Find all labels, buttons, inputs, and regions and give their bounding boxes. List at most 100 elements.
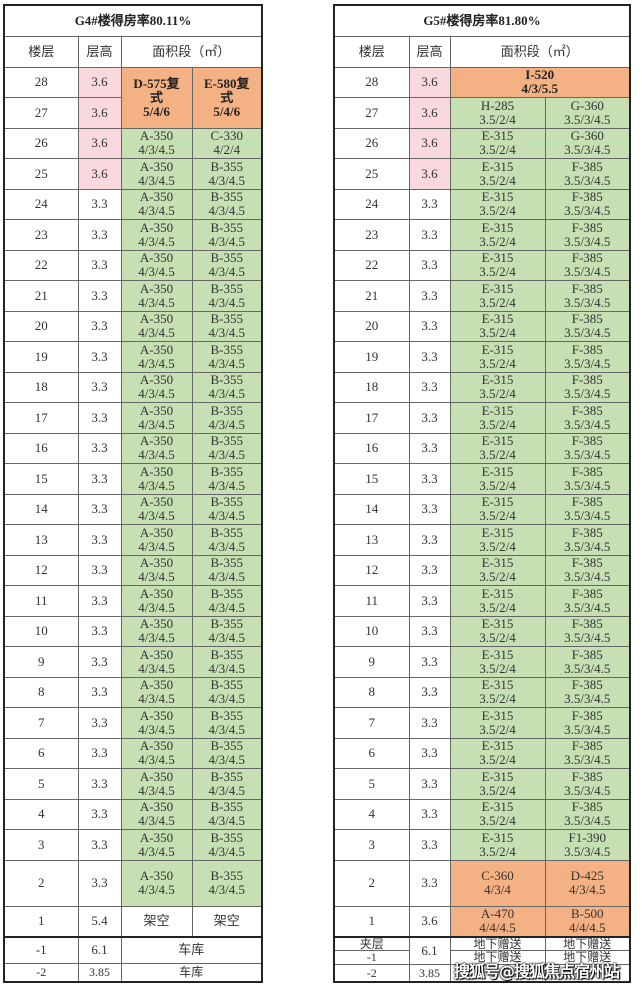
unit-cell: E-315 3.5/2/4	[449, 219, 546, 251]
floor-cell: 27	[333, 97, 410, 129]
table-row: 5 3.3 E-315 3.5/2/4 F-385 3.5/3/4.5	[333, 768, 631, 800]
unit-cell: B-355 4/3/4.5	[191, 524, 263, 556]
floor-height-cell: 3.85	[77, 963, 122, 982]
floor-height-cell: 3.3	[408, 402, 451, 434]
floor-cell: 25	[3, 158, 79, 190]
floor-cell: 20	[333, 310, 410, 342]
unit-cell: B-355 4/3/4.5	[191, 158, 263, 190]
unit-cell: B-355 4/3/4.5	[191, 829, 263, 861]
table-row: 19 3.3 A-350 4/3/4.5 B-355 4/3/4.5	[3, 341, 263, 373]
floor-height-cell: 3.3	[408, 798, 451, 830]
table-row: 1 3.6 A-470 4/4/4.5 B-500 4/4/4.5	[333, 905, 631, 937]
unit-cell: B-355 4/3/4.5	[191, 310, 263, 342]
unit-cell: 车库	[120, 935, 263, 964]
floor-height-cell: 3.3	[77, 676, 122, 708]
unit-cell: F-385 3.5/3/4.5	[544, 615, 631, 647]
unit-cell: E-315 3.5/2/4	[449, 798, 546, 830]
table-row: 24 3.3 A-350 4/3/4.5 B-355 4/3/4.5	[3, 188, 263, 220]
floor-cell: 11	[333, 585, 410, 617]
floor-cell: 19	[3, 341, 79, 373]
floor-cell: 23	[333, 219, 410, 251]
floor-height-cell: 3.3	[77, 615, 122, 647]
unit-cell: E-315 3.5/2/4	[449, 524, 546, 556]
unit-cell: B-355 4/3/4.5	[191, 707, 263, 739]
unit-cell: B-355 4/3/4.5	[191, 554, 263, 586]
unit-cell: B-355 4/3/4.5	[191, 463, 263, 495]
unit-cell: F-385 3.5/3/4.5	[544, 432, 631, 464]
floor-cell: 28	[3, 66, 79, 98]
floor-height-cell: 3.3	[77, 737, 122, 769]
unit-cell: 地下赠送	[544, 935, 631, 951]
unit-cell: B-355 4/3/4.5	[191, 676, 263, 708]
floor-height-cell: 3.3	[77, 219, 122, 251]
unit-cell: F-385 3.5/3/4.5	[544, 402, 631, 434]
unit-cell: E-315 3.5/2/4	[449, 158, 546, 190]
table-row: 3 3.3 A-350 4/3/4.5 B-355 4/3/4.5	[3, 829, 263, 861]
unit-cell: A-470 4/4/4.5	[449, 905, 546, 937]
unit-cell: B-355 4/3/4.5	[191, 585, 263, 617]
unit-cell: F-385 3.5/3/4.5	[544, 768, 631, 800]
floor-cell: 15	[333, 463, 410, 495]
unit-cell: E-315 3.5/2/4	[449, 615, 546, 647]
unit-cell: F-385 3.5/3/4.5	[544, 798, 631, 830]
unit-cell: A-350 4/3/4.5	[120, 737, 193, 769]
floor-height-cell: 3.3	[77, 280, 122, 312]
floor-height-cell: 3.6	[77, 97, 122, 129]
table-row: 12 3.3 E-315 3.5/2/4 F-385 3.5/3/4.5	[333, 554, 631, 586]
floor-height-cell: 5.4	[77, 905, 122, 937]
floor-height-cell: 3.6	[408, 127, 451, 159]
unit-cell: E-315 3.5/2/4	[449, 280, 546, 312]
unit-cell: F-385 3.5/3/4.5	[544, 371, 631, 403]
table-row: 10 3.3 A-350 4/3/4.5 B-355 4/3/4.5	[3, 615, 263, 647]
unit-cell: E-315 3.5/2/4	[449, 737, 546, 769]
unit-cell: F-385 3.5/3/4.5	[544, 646, 631, 678]
floor-cell: 26	[3, 127, 79, 159]
unit-cell: B-355 4/3/4.5	[191, 371, 263, 403]
unit-cell: A-350 4/3/4.5	[120, 341, 193, 373]
table-row: 23 3.3 E-315 3.5/2/4 F-385 3.5/3/4.5	[333, 219, 631, 251]
floor-height-cell: 3.3	[77, 310, 122, 342]
table-row: 22 3.3 A-350 4/3/4.5 B-355 4/3/4.5	[3, 249, 263, 281]
floor-height-cell: 3.3	[77, 249, 122, 281]
unit-cell: F-385 3.5/3/4.5	[544, 524, 631, 556]
floor-height-cell: 3.3	[408, 554, 451, 586]
floor-height-cell: 3.3	[408, 859, 451, 907]
unit-cell: A-350 4/3/4.5	[120, 768, 193, 800]
unit-cell: B-355 4/3/4.5	[191, 280, 263, 312]
table-row: 13 3.3 A-350 4/3/4.5 B-355 4/3/4.5	[3, 524, 263, 556]
table-row: 20 3.3 E-315 3.5/2/4 F-385 3.5/3/4.5	[333, 310, 631, 342]
floor-cell: 13	[333, 524, 410, 556]
unit-cell: F-385 3.5/3/4.5	[544, 463, 631, 495]
floor-cell: 18	[3, 371, 79, 403]
unit-cell: E-315 3.5/2/4	[449, 371, 546, 403]
floor-cell: 21	[3, 280, 79, 312]
unit-cell: E-315 3.5/2/4	[449, 432, 546, 464]
unit-cell: E-315 3.5/2/4	[449, 585, 546, 617]
table-row: -2 3.85 车库	[3, 963, 263, 982]
floor-cell: 18	[333, 371, 410, 403]
table-row: 16 3.3 A-350 4/3/4.5 B-355 4/3/4.5	[3, 432, 263, 464]
floor-cell: 6	[3, 737, 79, 769]
unit-cell: E-315 3.5/2/4	[449, 188, 546, 220]
unit-cell: A-350 4/3/4.5	[120, 127, 193, 159]
table-row: 夹层 6.1 地下赠送 地下赠送	[333, 935, 631, 965]
unit-cell: A-350 4/3/4.5	[120, 158, 193, 190]
table-row: 9 3.3 A-350 4/3/4.5 B-355 4/3/4.5	[3, 646, 263, 678]
floor-cell: -1	[333, 949, 410, 965]
unit-cell: D-425 4/3/4.5	[544, 859, 631, 907]
floor-cell: 9	[3, 646, 79, 678]
unit-cell: E-315 3.5/2/4	[449, 127, 546, 159]
floor-cell: 7	[333, 707, 410, 739]
table-row: 28 3.6 I-520 4/3/5.5	[333, 66, 631, 98]
unit-cell: A-350 4/3/4.5	[120, 829, 193, 861]
unit-cell: E-315 3.5/2/4	[449, 646, 546, 678]
unit-cell: F-385 3.5/3/4.5	[544, 280, 631, 312]
table-row: 7 3.3 E-315 3.5/2/4 F-385 3.5/3/4.5	[333, 707, 631, 739]
floor-cell: 16	[333, 432, 410, 464]
floor-height-cell: 3.3	[408, 188, 451, 220]
table-row: 20 3.3 A-350 4/3/4.5 B-355 4/3/4.5	[3, 310, 263, 342]
floor-cell: 5	[3, 768, 79, 800]
unit-cell: F-385 3.5/3/4.5	[544, 493, 631, 525]
unit-cell: B-355 4/3/4.5	[191, 432, 263, 464]
table-row: 19 3.3 E-315 3.5/2/4 F-385 3.5/3/4.5	[333, 341, 631, 373]
